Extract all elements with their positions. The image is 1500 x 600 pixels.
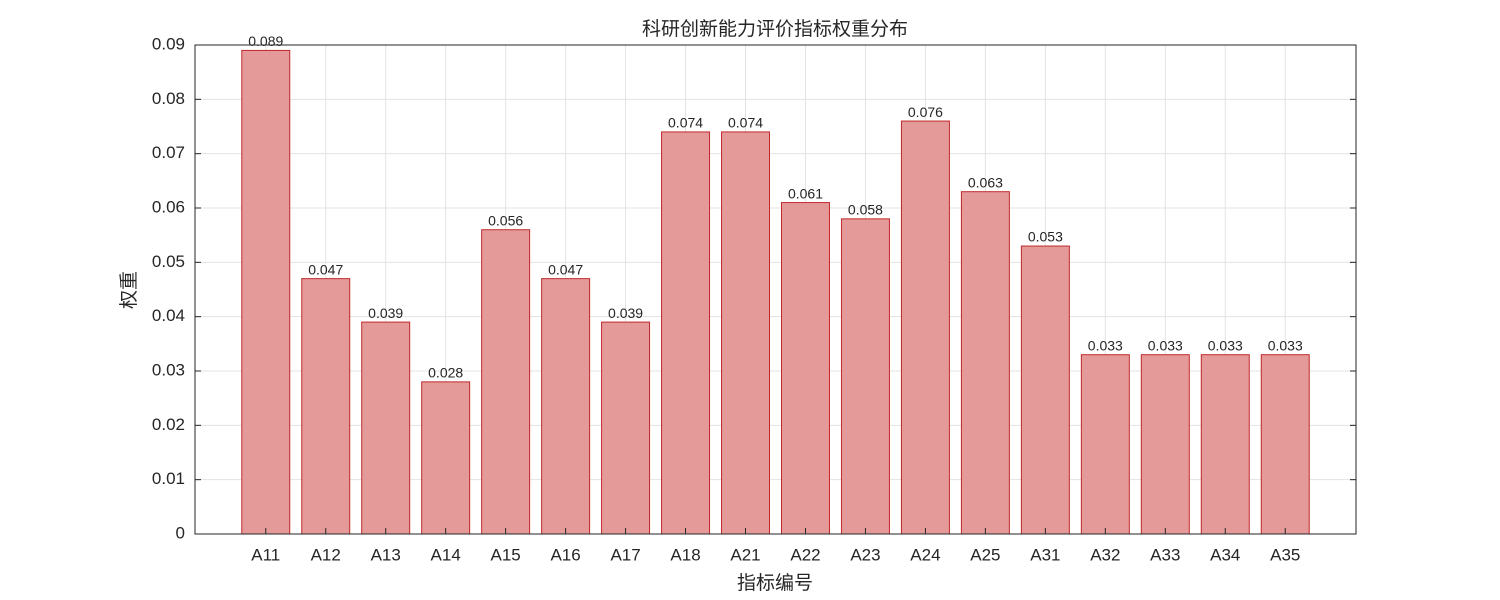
value-label: 0.033 [1088,337,1123,353]
bar [481,229,531,535]
y-tick-label: 0.03 [152,360,185,379]
x-tick-label: A14 [431,545,461,564]
value-label: 0.033 [1268,337,1303,353]
x-tick-label: A22 [790,545,820,564]
x-axis-label: 指标编号 [737,572,813,594]
y-tick-label: 0.02 [152,415,185,434]
bar [1020,245,1070,535]
value-label: 0.058 [848,202,883,218]
x-tick-label: A17 [610,545,640,564]
x-tick-label: A35 [1270,545,1300,564]
x-tick-label: A13 [371,545,401,564]
bar [780,202,830,535]
bar [601,321,651,535]
value-label: 0.039 [368,305,403,321]
bar [661,131,711,535]
x-tick-label: A21 [730,545,760,564]
bar [1200,354,1250,535]
bar [241,49,291,535]
bar [421,381,471,535]
chart-title: 科研创新能力评价指标权重分布 [642,18,908,40]
bar [721,131,771,535]
x-tick-label: A33 [1150,545,1180,564]
x-tick-label: A32 [1090,545,1120,564]
bar [541,278,591,535]
value-label: 0.033 [1148,337,1183,353]
y-tick-label: 0.04 [152,306,185,325]
y-tick-label: 0.06 [152,197,185,216]
bar [361,321,411,535]
x-tick-label: A11 [251,545,280,564]
bar [1140,354,1190,535]
axes-box [194,44,1357,535]
bar [840,218,890,535]
y-tick-label: 0.01 [152,469,185,488]
y-tick-label: 0.09 [152,34,185,53]
x-tick-label: A25 [970,545,1000,564]
value-label: 0.053 [1028,229,1063,245]
value-label: 0.047 [548,261,583,277]
bar [1260,354,1310,535]
x-tick-label: A12 [311,545,341,564]
bar [1080,354,1130,535]
value-label: 0.047 [308,261,343,277]
value-label: 0.074 [728,115,763,131]
value-label: 0.063 [968,174,1003,190]
value-label: 0.039 [608,305,643,321]
x-tick-label: A16 [550,545,580,564]
x-tick-label: A15 [491,545,521,564]
value-label: 0.089 [248,33,283,49]
value-label: 0.074 [668,115,703,131]
x-tick-label: A18 [670,545,700,564]
bar [900,120,950,535]
x-tick-label: A34 [1210,545,1240,564]
value-label: 0.028 [428,365,463,381]
y-tick-label: 0.05 [152,252,185,271]
y-axis-label: 权重 [118,271,140,309]
x-tick-label: A31 [1030,545,1060,564]
value-label: 0.056 [488,212,523,228]
value-label: 0.033 [1208,337,1243,353]
bar [960,191,1010,535]
value-label: 0.061 [788,185,823,201]
y-tick-label: 0 [176,523,185,542]
x-tick-label: A23 [850,545,880,564]
bar [301,278,351,535]
x-tick-label: A24 [910,545,940,564]
y-tick-label: 0.08 [152,89,185,108]
value-label: 0.076 [908,104,943,120]
y-tick-label: 0.07 [152,143,185,162]
